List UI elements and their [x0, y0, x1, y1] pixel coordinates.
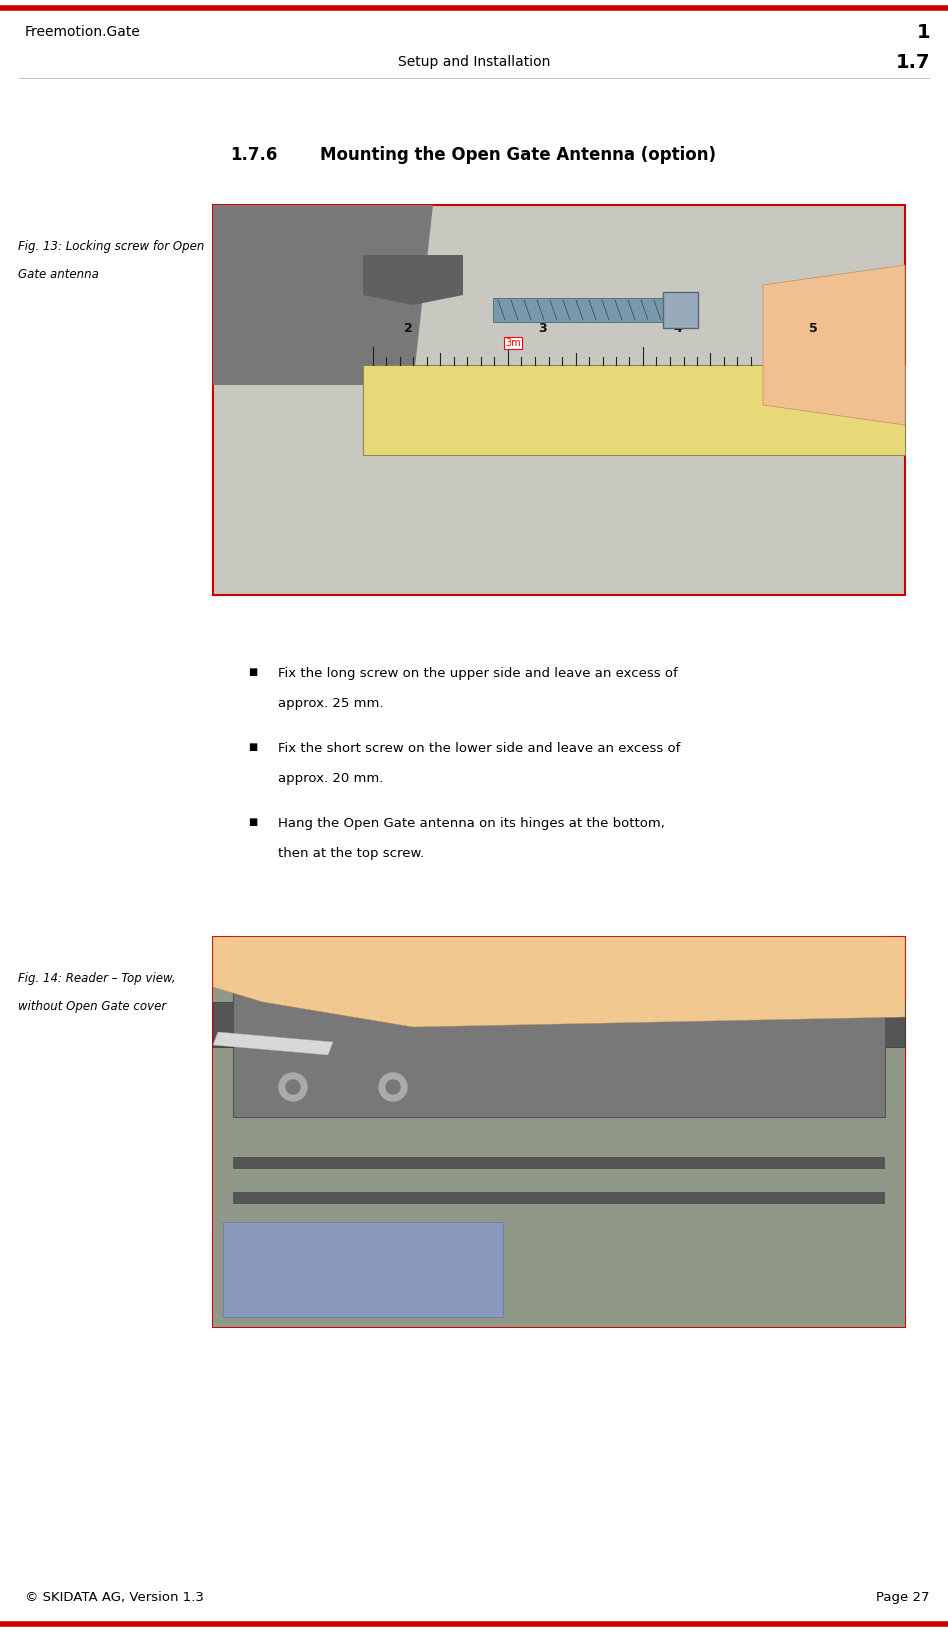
Text: 5: 5 [809, 322, 817, 335]
Text: Fig. 14: Reader – Top view,: Fig. 14: Reader – Top view, [18, 972, 175, 985]
Text: 1.7: 1.7 [896, 52, 930, 72]
Text: 1.7.6: 1.7.6 [230, 146, 278, 164]
Text: approx. 25 mm.: approx. 25 mm. [278, 697, 384, 710]
Text: without Open Gate cover: without Open Gate cover [18, 1000, 166, 1013]
Circle shape [279, 1073, 307, 1101]
Polygon shape [663, 291, 698, 327]
Text: Mounting the Open Gate Antenna (option): Mounting the Open Gate Antenna (option) [320, 146, 716, 164]
Polygon shape [363, 255, 463, 304]
Text: 3m: 3m [505, 339, 520, 348]
Text: 2: 2 [404, 322, 412, 335]
Bar [213, 204, 905, 596]
Text: Hang the Open Gate antenna on its hinges at the bottom,: Hang the Open Gate antenna on its hinges… [278, 816, 665, 829]
Bar [213, 937, 905, 1327]
Text: Freemotion.Gate: Freemotion.Gate [25, 25, 141, 39]
Polygon shape [213, 1032, 333, 1055]
Text: 1: 1 [917, 23, 930, 41]
Text: Fix the short screw on the lower side and leave an excess of: Fix the short screw on the lower side an… [278, 743, 681, 754]
Bar [223, 1222, 503, 1317]
Text: approx. 20 mm.: approx. 20 mm. [278, 772, 383, 785]
Text: ■: ■ [248, 743, 257, 753]
Bar [213, 1001, 905, 1047]
Text: © SKIDATA AG, Version 1.3: © SKIDATA AG, Version 1.3 [25, 1592, 204, 1605]
Polygon shape [763, 265, 905, 425]
Text: ■: ■ [248, 816, 257, 828]
Circle shape [286, 1080, 300, 1094]
Text: then at the top screw.: then at the top screw. [278, 847, 425, 861]
Bar [233, 1157, 885, 1170]
Text: Gate antenna: Gate antenna [18, 268, 99, 281]
Text: 3: 3 [538, 322, 547, 335]
Bar [213, 937, 905, 1327]
Text: Fix the long screw on the upper side and leave an excess of: Fix the long screw on the upper side and… [278, 667, 678, 681]
Bar [233, 937, 885, 1117]
Polygon shape [213, 204, 433, 384]
Text: Setup and Installation: Setup and Installation [398, 56, 550, 69]
Text: ■: ■ [248, 667, 257, 677]
Circle shape [386, 1080, 400, 1094]
Text: 4: 4 [674, 322, 683, 335]
Circle shape [379, 1073, 407, 1101]
Polygon shape [213, 937, 905, 1027]
Bar [493, 298, 673, 322]
Bar [233, 1193, 885, 1204]
Text: Fig. 13: Locking screw for Open: Fig. 13: Locking screw for Open [18, 240, 205, 254]
Text: Page 27: Page 27 [877, 1592, 930, 1605]
Bar [363, 365, 905, 455]
